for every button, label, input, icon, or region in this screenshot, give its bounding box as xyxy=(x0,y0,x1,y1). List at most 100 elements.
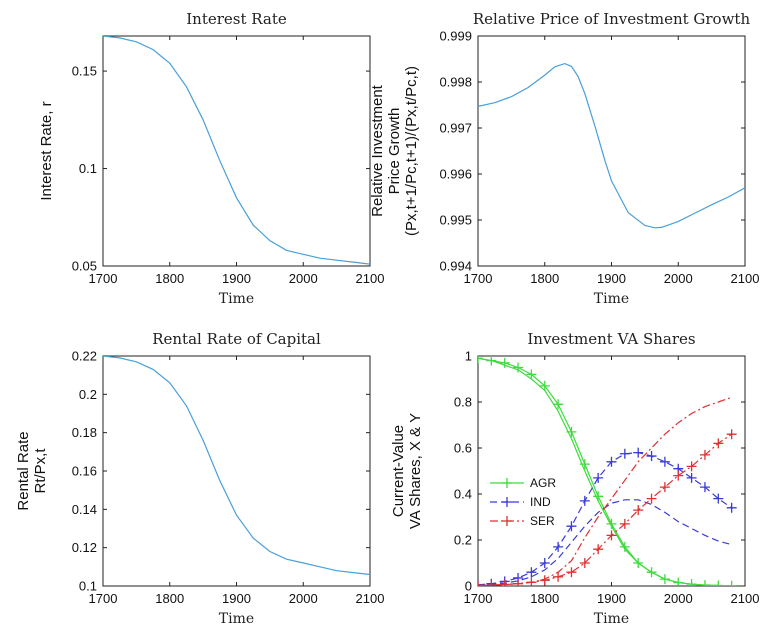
x-axis-label: Time xyxy=(219,291,254,307)
x-tick-label: 1800 xyxy=(155,271,184,286)
series-group xyxy=(478,62,745,229)
legend-label-ind: IND xyxy=(530,495,551,509)
x-tick-label: 2000 xyxy=(289,271,318,286)
data-point-ser xyxy=(686,461,697,472)
y-tick-label: 0.2 xyxy=(79,387,97,402)
legend-marker-ind xyxy=(502,497,512,507)
data-point-ser xyxy=(579,558,590,568)
y-tick-label: 0.1 xyxy=(79,579,97,594)
x-axis-label: Time xyxy=(594,291,629,307)
data-point-ser xyxy=(566,567,577,578)
data-point-ind xyxy=(593,472,604,483)
x-tick-label: 1900 xyxy=(597,591,626,606)
x-tick-label: 2100 xyxy=(356,271,385,286)
x-tick-label: 1700 xyxy=(89,591,118,606)
y-tick-label: 0.14 xyxy=(72,502,97,517)
x-tick-label: 1800 xyxy=(530,271,559,286)
chart-title: Investment VA Shares xyxy=(527,330,695,348)
y-tick-label: 0.2 xyxy=(454,533,472,548)
legend-label-agr: AGR xyxy=(530,476,556,490)
data-point-ser xyxy=(553,571,564,582)
y-tick-label: 0 xyxy=(465,579,472,594)
legend-marker-ser xyxy=(502,516,512,526)
data-point-ind xyxy=(633,447,644,458)
y-tick-label: 0.999 xyxy=(439,29,472,44)
chart-panel-1: Interest Rate 1700 1800 1900 2000 2100 0.05 0.1… xyxy=(38,10,384,307)
data-point-agr xyxy=(539,380,550,391)
legend-label-ser: SER xyxy=(530,514,555,528)
y-tick-label: 0.994 xyxy=(439,259,472,274)
data-point-ind xyxy=(526,567,537,578)
y-tick-label: 0.996 xyxy=(439,167,472,182)
data-point-ser xyxy=(646,493,657,504)
x-tick-label: 1900 xyxy=(222,271,251,286)
y-tick-label: 0.997 xyxy=(439,121,472,136)
x-tick-label: 1700 xyxy=(464,591,493,606)
chart-panel-3: Rental Rate of Capital 1700 1800 1900 2000 21… xyxy=(15,330,384,627)
series-line-1 xyxy=(103,356,370,576)
x-tick-label: 1800 xyxy=(155,591,184,606)
data-point-ind xyxy=(566,521,577,532)
x-tick-label: 1700 xyxy=(464,271,493,286)
plot-area xyxy=(477,35,746,267)
data-point-ser xyxy=(726,429,737,440)
data-point-ser xyxy=(699,449,710,460)
series-group xyxy=(478,356,737,586)
chart-title: Relative Price of Investment Growth xyxy=(473,10,751,28)
y-axis-label-line: VA Shares, X & Y xyxy=(407,413,424,529)
x-tick-label: 1900 xyxy=(597,271,626,286)
data-point-ser xyxy=(673,470,684,481)
data-point-ind xyxy=(726,502,737,513)
data-point-ser xyxy=(593,544,604,555)
data-point-agr xyxy=(526,369,537,380)
data-point-ind xyxy=(539,558,550,568)
data-point-agr xyxy=(513,362,524,373)
data-point-ser xyxy=(606,530,617,541)
series-group xyxy=(103,36,370,265)
data-point-ser xyxy=(713,438,724,449)
y-axis-label-line: Rental Rate xyxy=(15,431,32,510)
y-axis-label-line: Price Growth xyxy=(386,108,403,195)
data-point-ind xyxy=(606,456,617,467)
data-point-ind xyxy=(646,451,657,462)
y-tick-label: 0.15 xyxy=(72,64,97,79)
x-tick-label: 2100 xyxy=(731,591,760,606)
y-tick-label: 0.1 xyxy=(79,161,97,176)
data-point-ind xyxy=(699,482,710,493)
y-axis-label-line: Relative Investment xyxy=(369,84,386,217)
data-point-ind xyxy=(713,493,724,504)
data-point-agr xyxy=(553,399,564,410)
chart-panel-4: Investment VA Shares 1700 1800 1900 2000 2100… xyxy=(390,330,759,627)
data-point-ser xyxy=(539,575,550,586)
series-line-1 xyxy=(478,62,745,229)
data-point-ind xyxy=(659,456,670,467)
legend-marker-agr xyxy=(502,478,512,488)
y-tick-label: 0.12 xyxy=(72,540,97,555)
x-tick-label: 2000 xyxy=(289,591,318,606)
data-point-ind xyxy=(553,541,564,552)
y-axis-label: Interest Rate, r xyxy=(38,101,55,200)
x-tick-label: 2000 xyxy=(664,591,693,606)
x-axis-label: Time xyxy=(219,611,254,627)
series-group xyxy=(103,356,370,576)
y-axis-label-line: Current-Value xyxy=(390,425,407,517)
y-tick-label: 0.18 xyxy=(72,425,97,440)
plot-area xyxy=(102,35,371,267)
data-point-ser xyxy=(619,518,630,529)
data-point-ser xyxy=(659,482,670,493)
series-line-ser xyxy=(478,433,732,586)
y-tick-label: 0.995 xyxy=(439,213,472,228)
y-tick-label: 1 xyxy=(465,349,472,364)
y-tick-label: 0.4 xyxy=(454,487,472,502)
x-tick-label: 1700 xyxy=(89,271,118,286)
data-point-ind xyxy=(619,448,630,459)
plot-area xyxy=(102,355,371,587)
series-line-ind xyxy=(478,451,732,586)
y-tick-label: 0.8 xyxy=(454,395,472,410)
x-tick-label: 2000 xyxy=(664,271,693,286)
chart-title: Rental Rate of Capital xyxy=(152,330,321,348)
chart-panel-2: Relative Price of Investment Growth 1700 1… xyxy=(369,10,759,307)
y-axis-label-line: (Px,t+1/Pc,t+1)/(Px,t/Pc,t) xyxy=(403,66,420,236)
y-tick-label: 0.16 xyxy=(72,464,97,479)
